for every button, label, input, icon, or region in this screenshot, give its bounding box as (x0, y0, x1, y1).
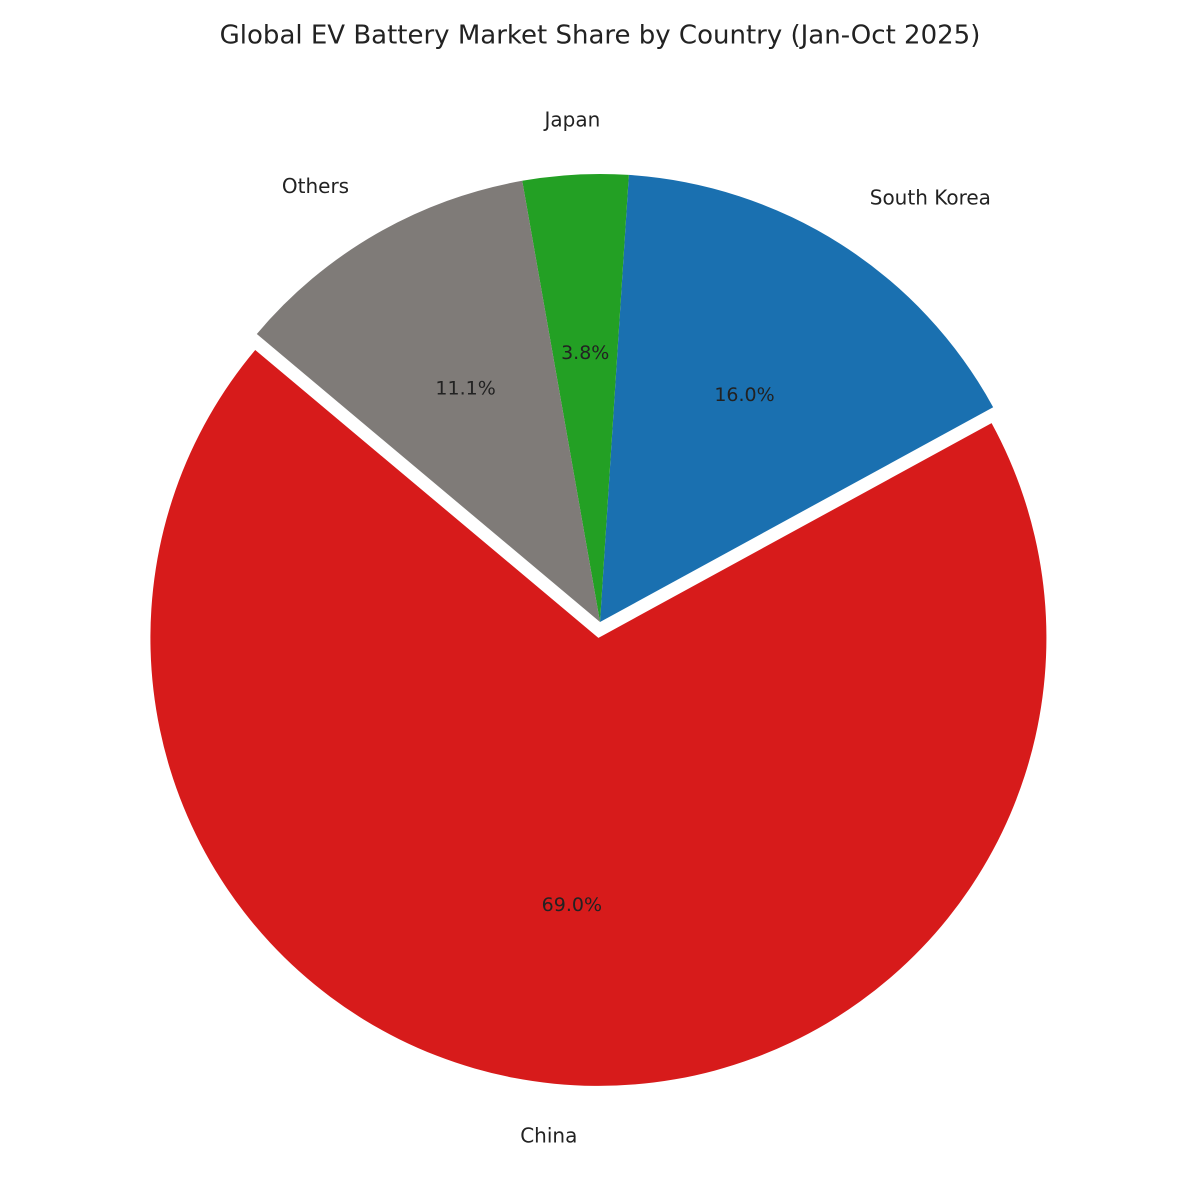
slice-label: South Korea (870, 185, 991, 209)
slice-label: China (520, 1124, 577, 1148)
percent-label: 16.0% (714, 384, 774, 406)
pie-slice (600, 174, 994, 623)
pie-slice (256, 180, 600, 622)
chart-title: Global EV Battery Market Share by Countr… (220, 21, 981, 51)
pie-slice (150, 349, 1047, 1086)
percent-label: 3.8% (561, 342, 609, 364)
slice-label: Others (282, 174, 349, 198)
percent-label: 11.1% (435, 378, 495, 400)
slice-label: Japan (543, 107, 601, 131)
percent-label: 69.0% (542, 894, 602, 916)
pie-slice (522, 174, 629, 623)
